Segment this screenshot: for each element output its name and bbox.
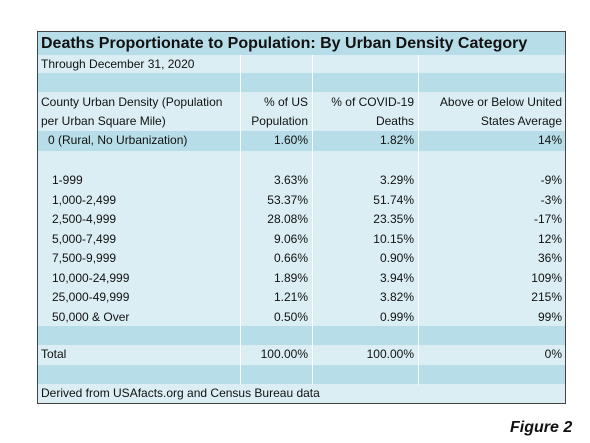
cell: 12% [537, 231, 562, 246]
note: Derived from USAfacts.org and Census Bur… [41, 386, 320, 400]
cell: 10.15% [373, 231, 414, 246]
cell: 3.63% [273, 173, 308, 187]
column-divider [312, 55, 313, 385]
cell: 215% [531, 290, 562, 304]
subtitle: Through December 31, 2020 [41, 57, 195, 71]
column-header: Above or Below United [439, 95, 562, 109]
cell: 0.90% [379, 251, 414, 265]
cell: 36% [537, 251, 562, 265]
band [38, 171, 565, 326]
cell: 1.60% [273, 133, 308, 147]
column-divider [418, 55, 419, 385]
band [38, 55, 565, 73]
cell: 3.82% [379, 290, 414, 304]
header-band [38, 92, 565, 131]
column-header: % of US [263, 95, 308, 109]
cell: 0 (Rural, No Urbanization) [48, 133, 188, 147]
cell: 51.74% [373, 192, 414, 207]
band [38, 345, 565, 365]
cell: -3% [540, 192, 562, 207]
column-divider [240, 55, 241, 385]
cell: 9.06% [273, 231, 308, 246]
title: Deaths Proportionate to Population: By U… [41, 35, 528, 52]
cell: 2,500-4,999 [52, 212, 117, 226]
cell: 1.89% [273, 270, 308, 285]
cell: 1.82% [379, 133, 414, 147]
cell: 28.08% [267, 212, 308, 226]
cell: 1-999 [52, 173, 83, 187]
cell: 3.94% [379, 270, 414, 285]
cell: 100.00% [260, 347, 308, 361]
band [38, 326, 565, 345]
cell: 0.50% [273, 309, 308, 324]
band [38, 73, 565, 92]
column-header: Deaths [375, 114, 414, 128]
band [38, 131, 565, 151]
column-header: % of COVID-19 [331, 95, 414, 109]
table-border [37, 31, 566, 404]
cell: 1.21% [273, 290, 308, 304]
cell: 109% [531, 270, 562, 285]
cell: 99% [537, 309, 562, 324]
band [38, 365, 565, 384]
cell: 7,500-9,999 [52, 251, 117, 265]
column-header: per Urban Square Mile) [41, 114, 166, 128]
cell: 0.66% [273, 251, 308, 265]
column-header: County Urban Density (Population [41, 95, 223, 109]
cell: 53.37% [267, 192, 308, 207]
cell: 5,000-7,499 [52, 231, 117, 246]
cell: 50,000 & Over [52, 309, 130, 324]
figure-label: Figure 2 [510, 419, 573, 436]
cell: 25,000-49,999 [52, 290, 130, 304]
column-header: States Average [480, 114, 562, 128]
cell: 14% [537, 133, 562, 147]
band [38, 384, 565, 403]
cell: 1,000-2,499 [52, 192, 117, 207]
cell: 3.29% [379, 173, 414, 187]
cell: Total [41, 347, 67, 361]
cell: -17% [533, 212, 562, 226]
cell: 10,000-24,999 [52, 270, 130, 285]
cell: 100.00% [366, 347, 414, 361]
cell: 23.35% [373, 212, 414, 226]
cell: 0.99% [379, 309, 414, 324]
title-band [38, 32, 565, 55]
cell: -9% [540, 173, 562, 187]
column-header: Population [251, 114, 308, 128]
band [38, 151, 565, 171]
cell: 0% [544, 347, 562, 361]
